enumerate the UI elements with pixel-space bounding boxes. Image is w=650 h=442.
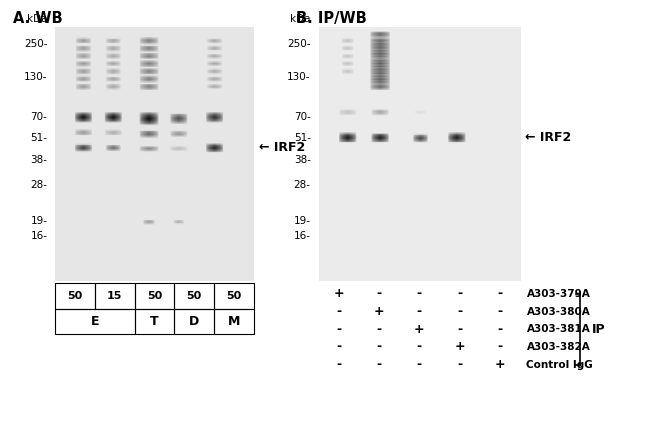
Text: -: -: [376, 358, 382, 371]
Text: -: -: [457, 323, 462, 336]
Text: D: D: [189, 315, 199, 328]
Text: -: -: [417, 340, 422, 354]
Text: -: -: [457, 305, 462, 318]
Text: B. IP/WB: B. IP/WB: [296, 11, 367, 26]
Text: 16-: 16-: [31, 231, 47, 241]
Text: -: -: [457, 287, 462, 301]
Text: -: -: [417, 358, 422, 371]
Text: +: +: [454, 340, 465, 354]
Text: A. WB: A. WB: [13, 11, 62, 26]
Text: -: -: [376, 340, 382, 354]
Text: A303-380A: A303-380A: [526, 307, 590, 316]
Text: 50: 50: [147, 291, 162, 301]
Text: -: -: [497, 287, 502, 301]
Text: 250-: 250-: [287, 39, 311, 50]
Text: 50: 50: [187, 291, 202, 301]
Text: 130-: 130-: [24, 72, 47, 82]
Text: 51-: 51-: [31, 133, 47, 143]
Text: 70-: 70-: [294, 112, 311, 122]
Text: +: +: [333, 287, 344, 301]
Text: 38-: 38-: [294, 155, 311, 165]
Text: ← IRF2: ← IRF2: [259, 141, 305, 154]
Text: 38-: 38-: [31, 155, 47, 165]
Text: -: -: [497, 323, 502, 336]
Text: A303-382A: A303-382A: [526, 342, 590, 352]
Text: 19-: 19-: [294, 216, 311, 226]
Text: 28-: 28-: [31, 180, 47, 191]
Text: -: -: [336, 305, 341, 318]
Text: 130-: 130-: [287, 72, 311, 82]
Text: kDa: kDa: [290, 14, 311, 24]
Text: +: +: [495, 358, 505, 371]
Text: 28-: 28-: [294, 180, 311, 191]
Text: -: -: [497, 340, 502, 354]
Text: 250-: 250-: [24, 39, 47, 50]
Text: T: T: [150, 315, 159, 328]
Text: +: +: [374, 305, 384, 318]
Text: 19-: 19-: [31, 216, 47, 226]
Text: -: -: [336, 358, 341, 371]
Text: 51-: 51-: [294, 133, 311, 143]
Text: -: -: [417, 287, 422, 301]
Text: 50: 50: [68, 291, 83, 301]
Text: 70-: 70-: [31, 112, 47, 122]
Text: kDa: kDa: [27, 14, 47, 24]
Text: E: E: [90, 315, 99, 328]
Text: -: -: [457, 358, 462, 371]
Text: -: -: [417, 305, 422, 318]
Text: -: -: [336, 340, 341, 354]
Text: 15: 15: [107, 291, 122, 301]
Text: ← IRF2: ← IRF2: [525, 130, 571, 144]
Text: -: -: [376, 287, 382, 301]
Text: A303-381A: A303-381A: [526, 324, 590, 334]
Text: A303-379A: A303-379A: [526, 289, 590, 299]
Text: M: M: [227, 315, 240, 328]
Text: Control IgG: Control IgG: [526, 360, 593, 370]
Text: -: -: [497, 305, 502, 318]
Text: -: -: [376, 323, 382, 336]
Text: 50: 50: [226, 291, 241, 301]
Text: +: +: [414, 323, 424, 336]
Text: IP: IP: [592, 323, 605, 336]
Text: 16-: 16-: [294, 231, 311, 241]
Text: -: -: [336, 323, 341, 336]
